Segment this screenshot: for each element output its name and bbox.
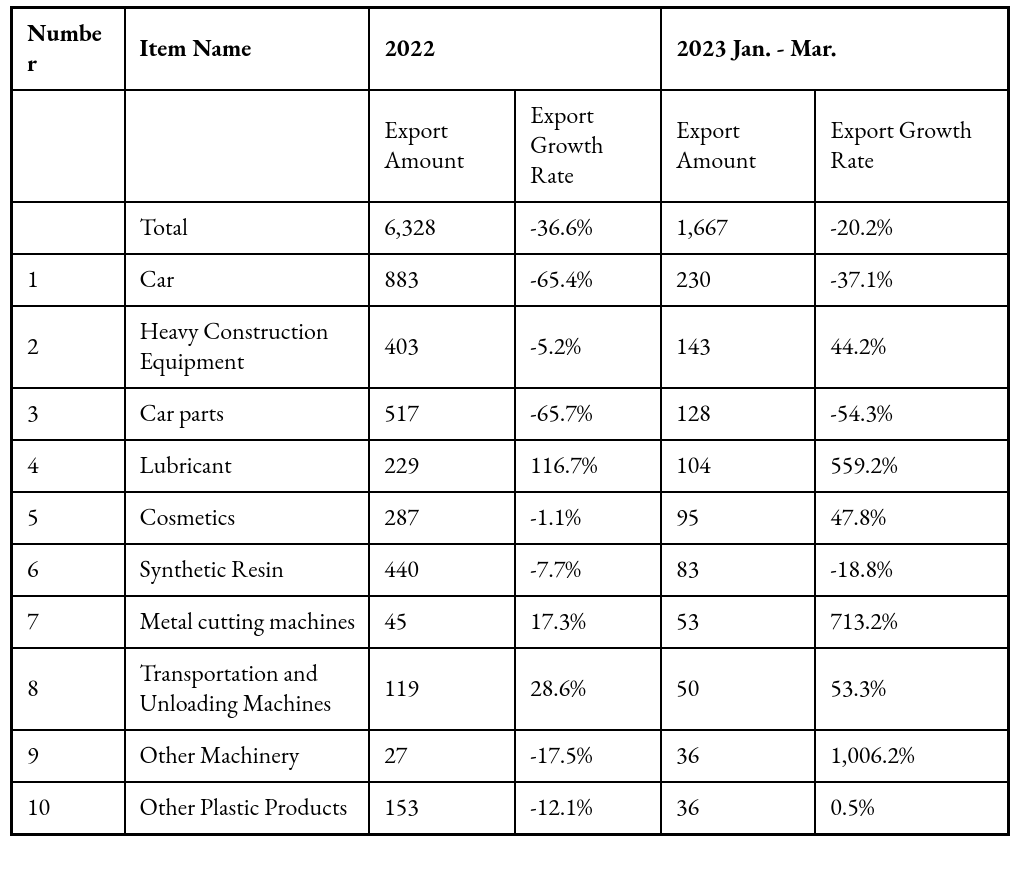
cell-growth-2023: 44.2% [815, 306, 1008, 388]
cell-number: 9 [12, 730, 125, 782]
subhead-blank-item [125, 90, 370, 202]
cell-growth-2022: -5.2% [515, 306, 661, 388]
cell-item: Car [125, 254, 370, 306]
cell-amount-2022: 517 [369, 388, 515, 440]
cell-growth-2023: -37.1% [815, 254, 1008, 306]
table-row: 9Other Machinery27-17.5%361,006.2% [12, 730, 1009, 782]
cell-amount-2022: 27 [369, 730, 515, 782]
cell-growth-2023: 713.2% [815, 596, 1008, 648]
cell-item: Transportation and Unloading Machines [125, 648, 370, 730]
table-row: 5Cosmetics287-1.1%9547.8% [12, 492, 1009, 544]
subhead-amount-2023: Export Amount [661, 90, 815, 202]
cell-growth-2022: -65.7% [515, 388, 661, 440]
cell-growth-2022: -1.1% [515, 492, 661, 544]
cell-growth-2022: 28.6% [515, 648, 661, 730]
cell-growth-2023: 559.2% [815, 440, 1008, 492]
cell-item: Total [125, 202, 370, 254]
cell-amount-2023: 36 [661, 730, 815, 782]
table-body: Total 6,328 -36.6% 1,667 -20.2% 1Car883-… [12, 202, 1009, 835]
cell-number: 2 [12, 306, 125, 388]
cell-growth-2023: 53.3% [815, 648, 1008, 730]
cell-item: Metal cutting machines [125, 596, 370, 648]
cell-item: Other Plastic Products [125, 782, 370, 835]
table-row: 6Synthetic Resin440-7.7%83-18.8% [12, 544, 1009, 596]
cell-amount-2022: 883 [369, 254, 515, 306]
subhead-amount-2022: Export Amount [369, 90, 515, 202]
cell-growth-2023: 1,006.2% [815, 730, 1008, 782]
cell-amount-2023: 50 [661, 648, 815, 730]
cell-growth-2022: 17.3% [515, 596, 661, 648]
cell-growth-2023: -20.2% [815, 202, 1008, 254]
cell-amount-2023: 95 [661, 492, 815, 544]
cell-amount-2022: 403 [369, 306, 515, 388]
export-table: Number Item Name 2022 2023 Jan. - Mar. E… [10, 6, 1010, 836]
subhead-growth-2022: Export Growth Rate [515, 90, 661, 202]
cell-amount-2022: 45 [369, 596, 515, 648]
cell-item: Heavy Construction Equipment [125, 306, 370, 388]
cell-amount-2022: 229 [369, 440, 515, 492]
cell-item: Lubricant [125, 440, 370, 492]
table-row: 10Other Plastic Products153-12.1%360.5% [12, 782, 1009, 835]
cell-amount-2023: 143 [661, 306, 815, 388]
cell-amount-2023: 128 [661, 388, 815, 440]
col-item: Item Name [125, 8, 370, 91]
cell-growth-2022: -12.1% [515, 782, 661, 835]
cell-amount-2023: 83 [661, 544, 815, 596]
cell-amount-2022: 440 [369, 544, 515, 596]
cell-amount-2023: 230 [661, 254, 815, 306]
cell-number: 5 [12, 492, 125, 544]
cell-growth-2022: -17.5% [515, 730, 661, 782]
subhead-blank-number [12, 90, 125, 202]
cell-number: 4 [12, 440, 125, 492]
table-row: 8Transportation and Unloading Machines11… [12, 648, 1009, 730]
cell-growth-2022: -7.7% [515, 544, 661, 596]
cell-growth-2022: -65.4% [515, 254, 661, 306]
cell-number: 6 [12, 544, 125, 596]
cell-amount-2022: 6,328 [369, 202, 515, 254]
cell-number: 7 [12, 596, 125, 648]
cell-number: 1 [12, 254, 125, 306]
cell-growth-2022: -36.6% [515, 202, 661, 254]
total-row: Total 6,328 -36.6% 1,667 -20.2% [12, 202, 1009, 254]
table-row: 4Lubricant229116.7%104559.2% [12, 440, 1009, 492]
cell-amount-2022: 119 [369, 648, 515, 730]
cell-growth-2022: 116.7% [515, 440, 661, 492]
subhead-growth-2023: Export Growth Rate [815, 90, 1008, 202]
col-period-2023: 2023 Jan. - Mar. [661, 8, 1008, 91]
cell-amount-2023: 36 [661, 782, 815, 835]
table-row: 1Car883-65.4%230-37.1% [12, 254, 1009, 306]
cell-item: Cosmetics [125, 492, 370, 544]
cell-number [12, 202, 125, 254]
cell-amount-2023: 53 [661, 596, 815, 648]
cell-growth-2023: -54.3% [815, 388, 1008, 440]
cell-amount-2022: 153 [369, 782, 515, 835]
cell-growth-2023: -18.8% [815, 544, 1008, 596]
cell-amount-2023: 104 [661, 440, 815, 492]
cell-item: Car parts [125, 388, 370, 440]
table-header: Number Item Name 2022 2023 Jan. - Mar. E… [12, 8, 1009, 203]
col-number: Number [12, 8, 125, 91]
cell-amount-2023: 1,667 [661, 202, 815, 254]
table-row: 2Heavy Construction Equipment403-5.2%143… [12, 306, 1009, 388]
cell-amount-2022: 287 [369, 492, 515, 544]
cell-number: 10 [12, 782, 125, 835]
cell-number: 3 [12, 388, 125, 440]
cell-item: Other Machinery [125, 730, 370, 782]
cell-item: Synthetic Resin [125, 544, 370, 596]
cell-growth-2023: 47.8% [815, 492, 1008, 544]
cell-number: 8 [12, 648, 125, 730]
table-row: 3Car parts517-65.7%128-54.3% [12, 388, 1009, 440]
table-row: 7Metal cutting machines4517.3%53713.2% [12, 596, 1009, 648]
cell-growth-2023: 0.5% [815, 782, 1008, 835]
col-period-2022: 2022 [369, 8, 661, 91]
